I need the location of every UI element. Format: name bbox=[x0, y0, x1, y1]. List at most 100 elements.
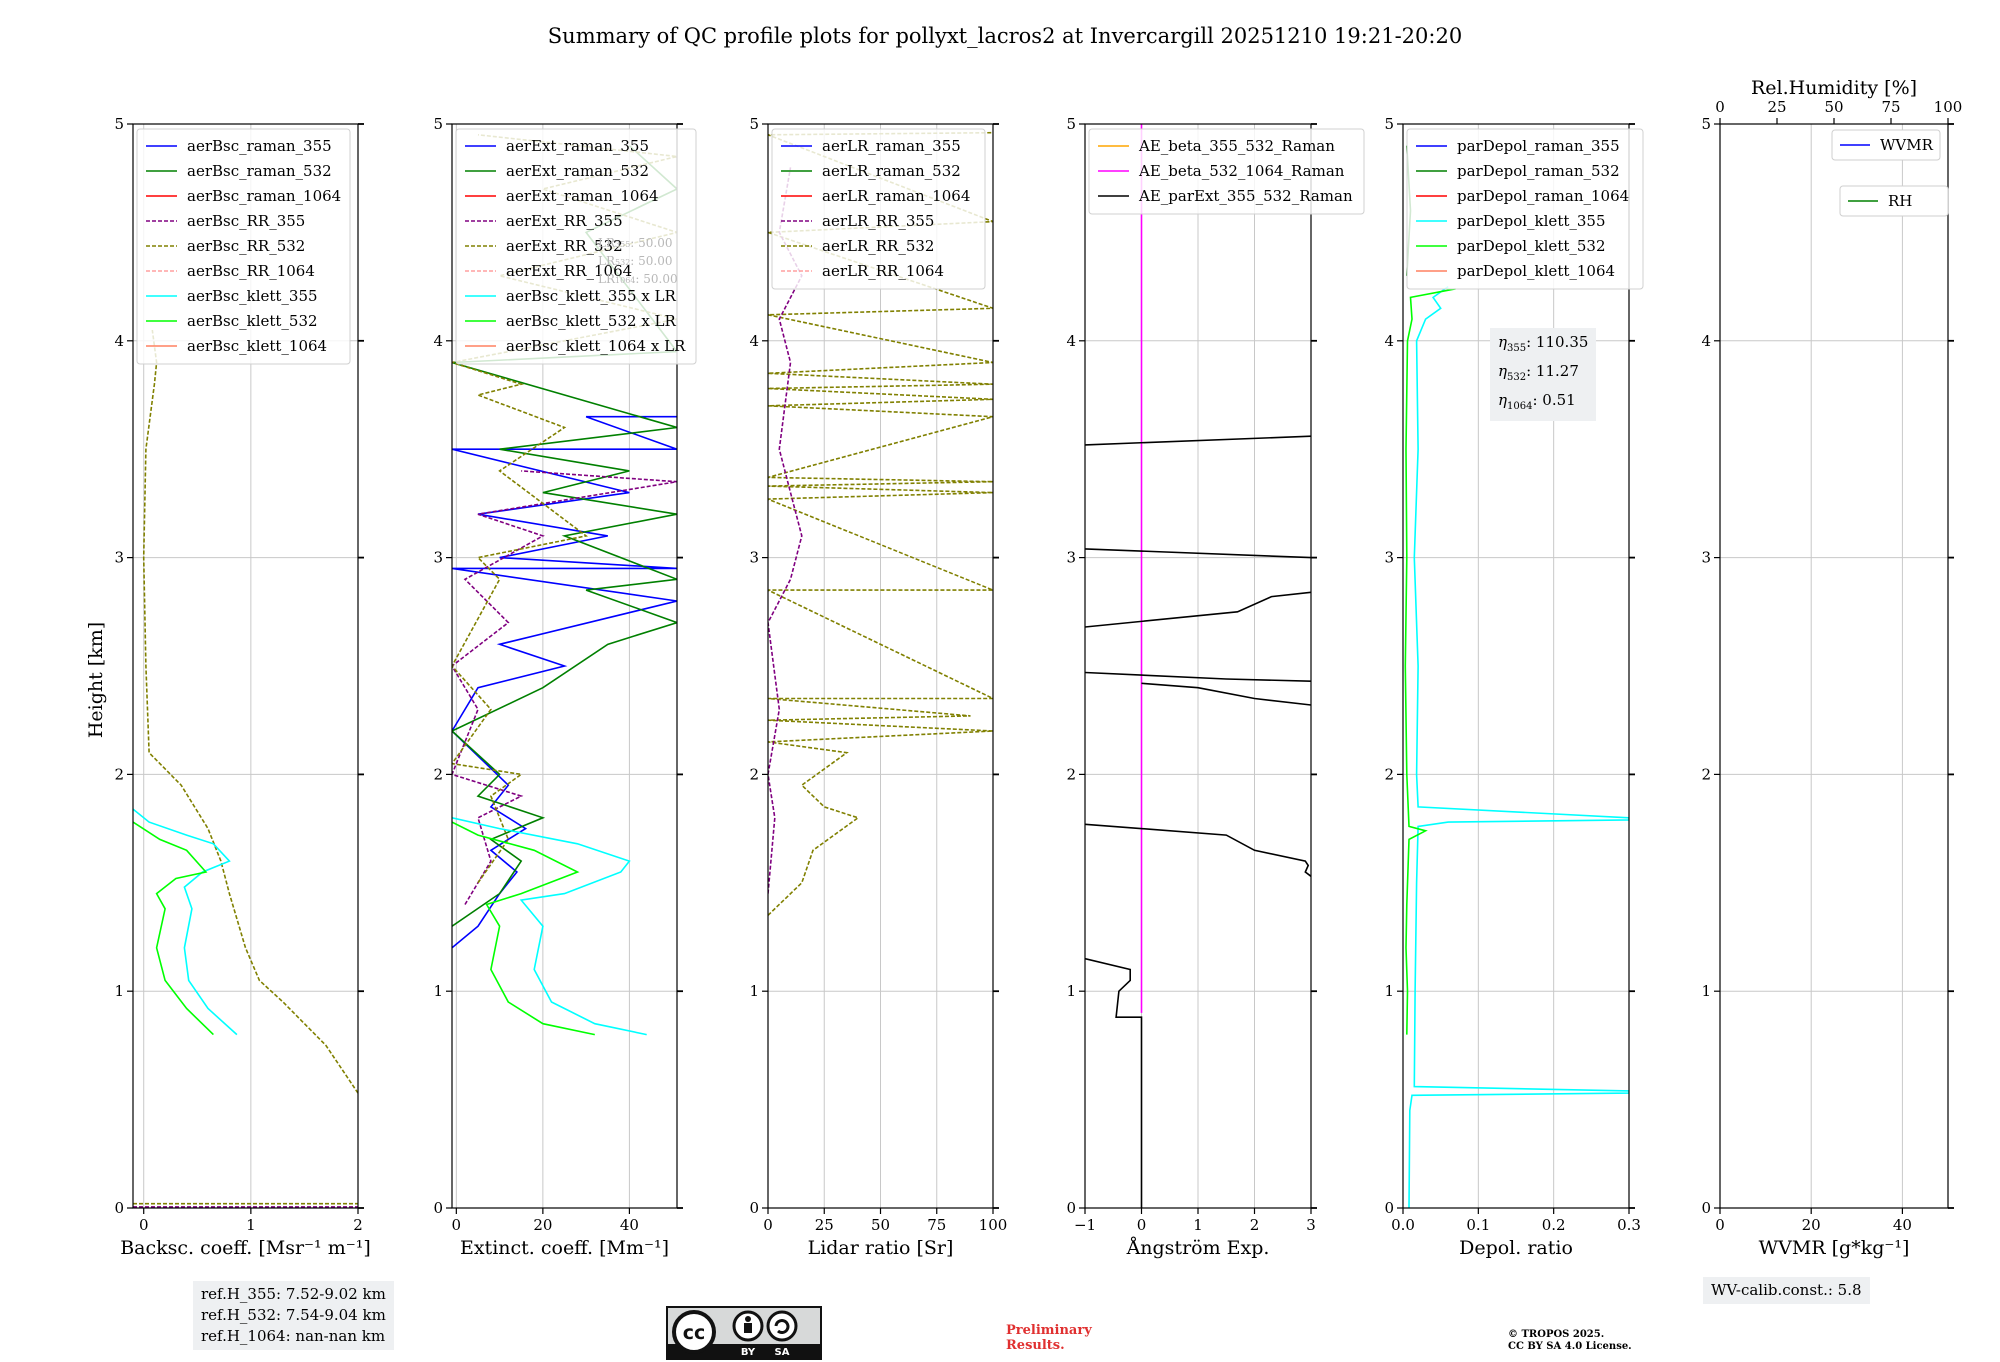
y-tick-label: 1 bbox=[114, 982, 124, 1000]
svg-text:cc: cc bbox=[683, 1322, 706, 1344]
y-tick-label: 1 bbox=[749, 982, 759, 1000]
x-tick-label: 0 bbox=[763, 1216, 773, 1234]
legend-box bbox=[136, 128, 351, 365]
legend-label: aerLR_raman_355 bbox=[822, 137, 961, 155]
x-axis-label: Lidar ratio [Sr] bbox=[808, 1237, 954, 1259]
faint-lr-label: LR355: 50.00 bbox=[598, 236, 673, 250]
y-tick-label: 3 bbox=[749, 549, 759, 567]
y-tick-label: 2 bbox=[749, 765, 759, 783]
legend-label: aerExt_raman_1064 bbox=[506, 187, 659, 205]
series-aerExt_raman_355 bbox=[452, 415, 677, 949]
legend-box bbox=[1088, 128, 1365, 215]
x-tick-label: 20 bbox=[1802, 1216, 1821, 1234]
legend-label: aerLR_raman_532 bbox=[822, 162, 961, 180]
axes-frame bbox=[451, 123, 678, 1209]
wv-calib-text: WV-calib.const.: 5.8 bbox=[1711, 1281, 1862, 1299]
x-tick-label: 2 bbox=[1250, 1216, 1260, 1234]
y-tick-label: 2 bbox=[114, 765, 124, 783]
y-tick-label: 2 bbox=[433, 765, 443, 783]
y-tick-label: 5 bbox=[749, 115, 759, 133]
legend-label: aerBsc_klett_532 x LR bbox=[506, 312, 677, 330]
x-tick-label: 40 bbox=[620, 1216, 639, 1234]
legend-label: aerBsc_raman_532 bbox=[187, 162, 332, 180]
series-group bbox=[133, 329, 358, 1208]
y-tick-label: 1 bbox=[1066, 982, 1076, 1000]
legend-label: aerBsc_klett_532 bbox=[187, 312, 318, 330]
legend-label: aerBsc_klett_1064 x LR bbox=[506, 337, 686, 355]
legend-label: aerBsc_raman_355 bbox=[187, 137, 332, 155]
legend-box bbox=[1839, 185, 1949, 217]
x-tick-label: 0.3 bbox=[1617, 1216, 1641, 1234]
panel-wvmr: 0 20 40 0 1 2 3 4 5 WVMR [g*kg⁻¹] 0 25 50 75 100 Rel.Hu… bbox=[1701, 77, 1962, 1259]
y-tick-label: 3 bbox=[1066, 549, 1076, 567]
y-tick-label: 2 bbox=[1701, 765, 1711, 783]
x-tick-label: 1 bbox=[246, 1216, 256, 1234]
faint-lr-label: LR532: 50.00 bbox=[598, 254, 673, 268]
y-tick-label: 4 bbox=[749, 332, 759, 350]
legend-box bbox=[771, 128, 986, 290]
legend-label: aerExt_RR_1064 bbox=[506, 262, 632, 280]
y-tick-label: 4 bbox=[114, 332, 124, 350]
x-tick-label: 0.0 bbox=[1391, 1216, 1415, 1234]
y-tick-label: 5 bbox=[433, 115, 443, 133]
legend-label: aerExt_raman_355 bbox=[506, 137, 649, 155]
x-axis-label: WVMR [g*kg⁻¹] bbox=[1759, 1237, 1910, 1259]
x-tick-label: 100 bbox=[979, 1216, 1008, 1234]
legend-box bbox=[455, 128, 697, 365]
x-tick-label: 0.2 bbox=[1542, 1216, 1566, 1234]
x-tick-label: 0 bbox=[139, 1216, 149, 1234]
top-x-axis-label: Rel.Humidity [%] bbox=[1751, 77, 1917, 99]
series-group bbox=[1404, 145, 1629, 1208]
panel-extinction: 0 20 40 0 1 2 3 4 5 Extinct. coeff. [Mm⁻¹] aerExt_… bbox=[433, 115, 697, 1259]
x-tick-label: 0.1 bbox=[1466, 1216, 1490, 1234]
x-tick-label: 3 bbox=[1306, 1216, 1316, 1234]
legend-label: aerExt_raman_532 bbox=[506, 162, 649, 180]
svg-text:BY: BY bbox=[741, 1347, 756, 1358]
legend-label: parDepol_raman_532 bbox=[1457, 162, 1620, 180]
legend-label: AE_parExt_355_532_Raman bbox=[1138, 187, 1353, 205]
copyright-note: © TROPOS 2025. CC BY SA 4.0 License. bbox=[1508, 1329, 1632, 1352]
y-tick-label: 2 bbox=[1066, 765, 1076, 783]
y-tick-label: 5 bbox=[1701, 115, 1711, 133]
y-tick-label: 3 bbox=[433, 549, 443, 567]
series-AE_parExt_355_532_Raman_e bbox=[1085, 591, 1311, 628]
series-aerBsc_klett_355 bbox=[133, 808, 238, 1036]
x-tick-label: −1 bbox=[1074, 1216, 1096, 1234]
eta-355: η355: 110.35 bbox=[1498, 333, 1589, 354]
y-tick-label: 4 bbox=[433, 332, 443, 350]
top-x-tick-label: 25 bbox=[1767, 98, 1786, 116]
eta-1064: η1064: 0.51 bbox=[1498, 391, 1576, 412]
legend-label: parDepol_raman_355 bbox=[1457, 137, 1620, 155]
x-tick-label: 2 bbox=[353, 1216, 363, 1234]
y-tick-label: 3 bbox=[1701, 549, 1711, 567]
panel-depol: 0.0 0.1 0.2 0.3 0 1 2 3 4 5 Depol. ratio parDepol_r… bbox=[1384, 115, 1644, 1259]
x-tick-label: 20 bbox=[533, 1216, 552, 1234]
ref-height-355: ref.H_355: 7.52-9.02 km bbox=[201, 1285, 386, 1303]
x-axis-label: Ångström Exp. bbox=[1126, 1237, 1270, 1259]
ref-height-532: ref.H_532: 7.54-9.04 km bbox=[201, 1306, 386, 1324]
legend-label: aerBsc_RR_355 bbox=[187, 212, 305, 230]
legend-label: aerLR_RR_532 bbox=[822, 237, 934, 255]
panel-lidar_ratio: 0 25 50 75 100 0 1 2 3 4 5 Lidar ratio [Sr] aerLR_ra… bbox=[749, 115, 1007, 1259]
legend-label: aerExt_RR_355 bbox=[506, 212, 623, 230]
legend-label: parDepol_raman_1064 bbox=[1457, 187, 1629, 205]
y-axis-label: Height [km] bbox=[85, 622, 107, 738]
series-group bbox=[1085, 124, 1311, 1208]
y-tick-label: 0 bbox=[1701, 1199, 1711, 1217]
series-AE_parExt_355_532_Raman_d bbox=[1085, 671, 1311, 682]
y-tick-label: 1 bbox=[433, 982, 443, 1000]
y-tick-label: 4 bbox=[1384, 332, 1394, 350]
series-aerBsc_klett_532 x LR bbox=[452, 821, 595, 1036]
legend-label: aerBsc_klett_355 bbox=[187, 287, 318, 305]
legend-label: aerBsc_klett_1064 bbox=[187, 337, 327, 355]
svg-text:SA: SA bbox=[775, 1347, 790, 1358]
legend-label: parDepol_klett_1064 bbox=[1457, 262, 1615, 280]
cc-license-badge: cc BY SA bbox=[666, 1306, 822, 1360]
series-AE_parExt_355_532_Raman_g bbox=[1085, 435, 1311, 446]
y-tick-label: 4 bbox=[1701, 332, 1711, 350]
legend-label: aerBsc_RR_1064 bbox=[187, 262, 315, 280]
y-tick-label: 3 bbox=[1384, 549, 1394, 567]
faint-lr-label: LR1064: 50.00 bbox=[598, 272, 678, 286]
series-AE_parExt_355_532_Raman_b bbox=[1085, 823, 1311, 877]
